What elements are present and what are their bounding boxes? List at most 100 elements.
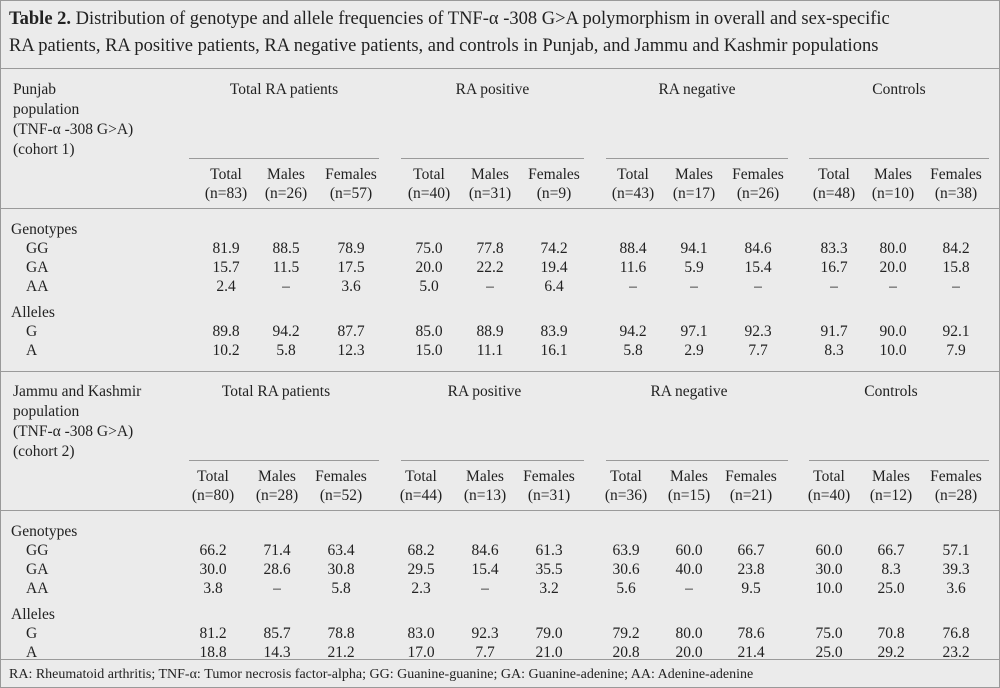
cell: 23.8 [737, 561, 765, 578]
cohort-label: population [13, 403, 80, 420]
cell: 63.4 [327, 542, 355, 559]
cell: 2.4 [216, 278, 236, 295]
group-rule [189, 460, 379, 461]
column-n: (n=52) [319, 487, 363, 504]
cell: 16.7 [820, 259, 848, 276]
cohort-label: (TNF-α -308 G>A) [13, 121, 134, 138]
cell: 11.5 [272, 259, 300, 276]
cell: 15.4 [471, 561, 499, 578]
cell: 88.5 [272, 240, 300, 257]
cell: 80.0 [675, 625, 703, 642]
group-header: RA positive [455, 81, 530, 98]
cohort-label: (TNF-α -308 G>A) [13, 423, 134, 440]
cell: 5.0 [419, 278, 439, 295]
cell: 70.8 [877, 625, 905, 642]
group-rule [809, 158, 989, 159]
cell: 88.9 [476, 323, 504, 340]
cell: 21.0 [535, 644, 563, 661]
cell: 2.3 [411, 580, 431, 597]
column-n: (n=26) [736, 185, 780, 202]
cell: – [282, 278, 290, 295]
column-n: (n=48) [812, 185, 856, 202]
cell: 15.0 [415, 342, 443, 359]
column-n: (n=31) [468, 185, 512, 202]
cell: 9.5 [741, 580, 761, 597]
cell: 29.5 [407, 561, 435, 578]
cell: 81.9 [212, 240, 240, 257]
cell: 35.5 [535, 561, 563, 578]
cell: 3.2 [539, 580, 559, 597]
cell: 30.8 [327, 561, 355, 578]
cell: 2.9 [684, 342, 704, 359]
cell: 94.1 [680, 240, 708, 257]
group-header: RA positive [447, 383, 522, 400]
section-name: Genotypes [11, 221, 78, 238]
group-header: Controls [872, 81, 926, 98]
cell: – [952, 278, 960, 295]
cell: – [629, 278, 637, 295]
cell: 66.7 [877, 542, 905, 559]
column-name: Total [617, 166, 649, 183]
column-name: Total [813, 468, 845, 485]
column-n: (n=28) [255, 487, 299, 504]
cell: 77.8 [476, 240, 504, 257]
column-name: Total [210, 166, 242, 183]
section-name: Alleles [11, 606, 55, 623]
cell: 7.9 [946, 342, 966, 359]
cell: – [889, 278, 897, 295]
cell: 57.1 [942, 542, 970, 559]
column-name: Total [405, 468, 437, 485]
cell: 14.3 [263, 644, 291, 661]
cell: 75.0 [815, 625, 843, 642]
cell: 5.8 [331, 580, 351, 597]
cell: 68.2 [407, 542, 435, 559]
cell: 92.1 [942, 323, 970, 340]
cell: 39.3 [942, 561, 970, 578]
cell: 8.3 [824, 342, 844, 359]
cell: 66.2 [199, 542, 227, 559]
column-name: Males [874, 166, 912, 183]
rule [1, 371, 999, 372]
cell: 79.2 [612, 625, 640, 642]
cell: 8.3 [881, 561, 901, 578]
cell: 71.4 [263, 542, 291, 559]
column-n: (n=36) [604, 487, 648, 504]
caption-label: Table 2. [9, 9, 72, 29]
group-header: Total RA patients [221, 383, 331, 400]
cell: 10.0 [879, 342, 907, 359]
cohort-label: (cohort 2) [13, 443, 75, 460]
cell: 20.8 [612, 644, 640, 661]
cell: 40.0 [675, 561, 703, 578]
column-n: (n=43) [611, 185, 655, 202]
cell: – [754, 278, 762, 295]
cell: 25.0 [877, 580, 905, 597]
cell: 16.1 [540, 342, 568, 359]
cell: 21.4 [737, 644, 765, 661]
group-header: RA negative [650, 383, 728, 400]
column-name: Females [528, 166, 580, 183]
column-n: (n=40) [407, 185, 451, 202]
column-n: (n=38) [934, 185, 978, 202]
row-label: G [26, 625, 38, 642]
group-header: Controls [864, 383, 918, 400]
column-n: (n=31) [527, 487, 571, 504]
column-n: (n=13) [463, 487, 507, 504]
column-n: (n=57) [329, 185, 373, 202]
row-label: A [26, 644, 38, 661]
cell: 94.2 [272, 323, 300, 340]
column-name: Total [413, 166, 445, 183]
cell: 7.7 [748, 342, 768, 359]
group-rule [809, 460, 989, 461]
caption-line: RA patients, RA positive patients, RA ne… [9, 36, 879, 56]
cell: 5.8 [276, 342, 296, 359]
footnote: RA: Rheumatoid arthritis; TNF-α: Tumor n… [9, 667, 754, 682]
cell: 60.0 [675, 542, 703, 559]
cell: 30.6 [612, 561, 640, 578]
cell: 92.3 [471, 625, 499, 642]
cell: 91.7 [820, 323, 848, 340]
cell: 85.7 [263, 625, 291, 642]
row-label: G [26, 323, 38, 340]
column-n: (n=26) [264, 185, 308, 202]
column-name: Males [670, 468, 708, 485]
